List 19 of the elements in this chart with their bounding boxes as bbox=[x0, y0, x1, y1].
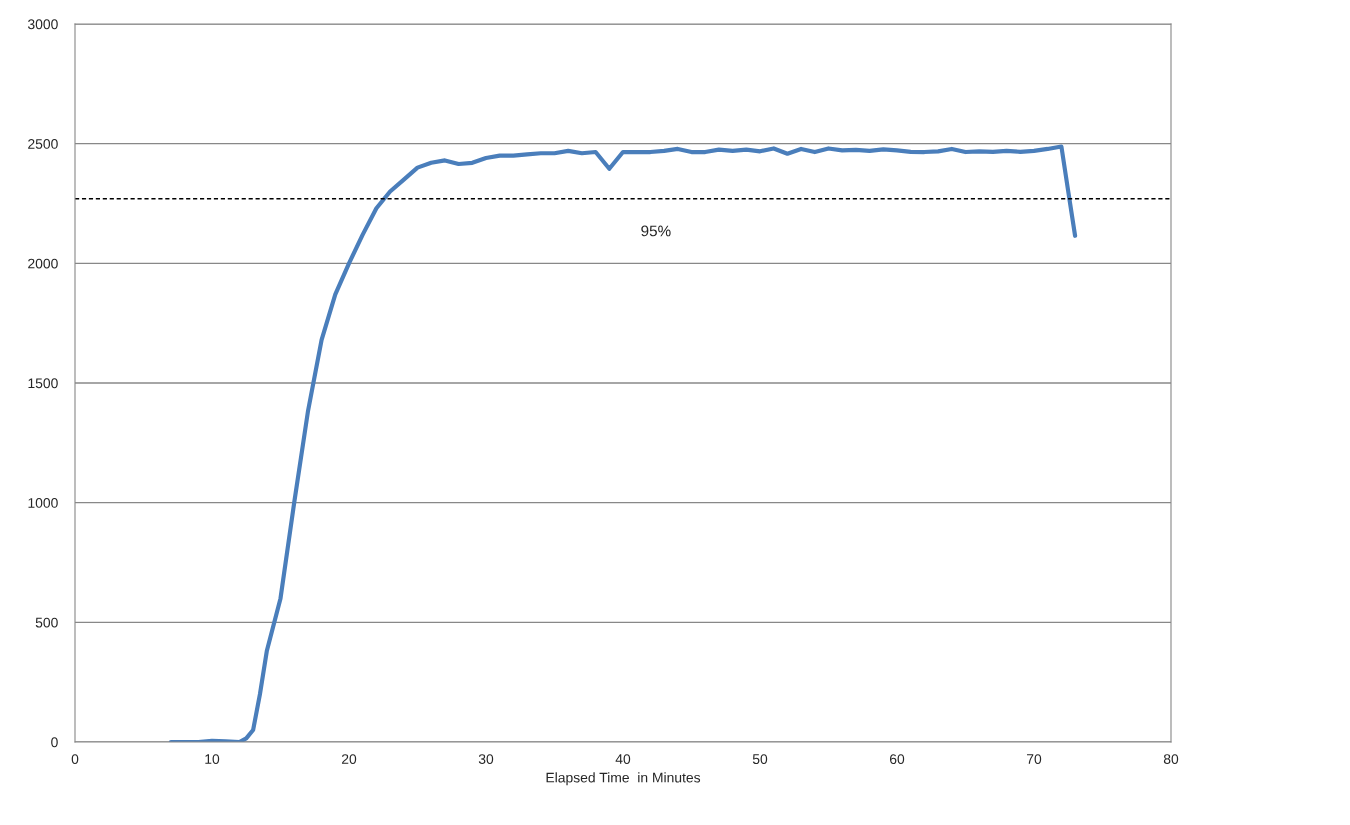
x-tick-label: 50 bbox=[752, 754, 768, 765]
y-tick-label: 1500 bbox=[28, 378, 58, 389]
x-tick-label: 0 bbox=[71, 754, 79, 765]
y-tick-label: 1000 bbox=[28, 498, 58, 508]
x-axis-title: Elapsed Time in Minutes bbox=[546, 772, 701, 786]
y-tick-label: 0 bbox=[51, 737, 58, 748]
x-tick-label: 60 bbox=[889, 754, 905, 765]
x-tick-label: 30 bbox=[478, 754, 494, 765]
x-tick-label: 70 bbox=[1026, 754, 1042, 765]
annotation: 95% bbox=[641, 225, 671, 237]
x-tick-label: 10 bbox=[205, 754, 220, 765]
y-tick-label: 2000 bbox=[28, 258, 58, 269]
x-tick-label: 80 bbox=[1163, 754, 1179, 765]
line-series bbox=[168, 144, 1078, 742]
x-tick-label: 20 bbox=[341, 754, 357, 765]
y-tick-label: 3000 bbox=[27, 19, 58, 30]
y-tick-label: 2500 bbox=[28, 139, 58, 149]
y-tick-label: 500 bbox=[35, 617, 58, 628]
x-tick-label: 40 bbox=[615, 754, 631, 765]
